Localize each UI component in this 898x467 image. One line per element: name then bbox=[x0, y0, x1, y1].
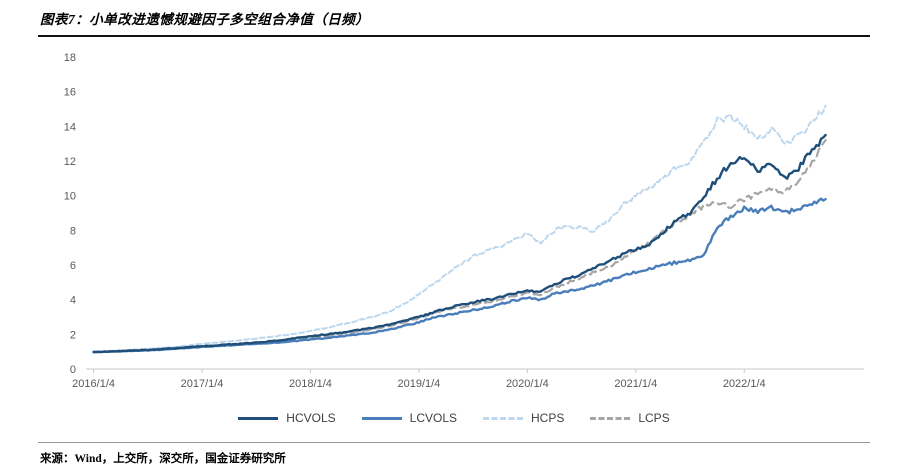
source-text: 来源：Wind，上交所，深交所，国金证券研究所 bbox=[40, 453, 286, 465]
legend-label-lcps: LCPS bbox=[638, 411, 670, 425]
y-tick-label: 8 bbox=[70, 225, 76, 237]
legend-line-sample-lcps bbox=[590, 416, 631, 420]
x-tick-label: 2016/1/4 bbox=[72, 378, 115, 390]
x-tick-label: 2020/1/4 bbox=[506, 378, 549, 390]
legend: HCVOLS LCVOLS HCPS LCPS bbox=[38, 406, 870, 430]
y-tick-label: 10 bbox=[64, 191, 76, 203]
legend-item-lcvols: LCVOLS bbox=[361, 411, 457, 425]
x-tick-label: 2018/1/4 bbox=[289, 378, 332, 390]
legend-label-hcps: HCPS bbox=[531, 411, 565, 425]
legend-line-sample-hcvols bbox=[238, 416, 279, 420]
line-chart: 0 2 4 6 8 10 12 14 16 18 2016/1/4 2017/1/4 2018/1/4 2… bbox=[64, 52, 864, 390]
y-tick-label: 14 bbox=[64, 121, 76, 133]
y-tick-label: 2 bbox=[70, 329, 76, 341]
figure-title-row: 图表7：小单改进遗憾规避因子多空组合净值（日频） bbox=[38, 6, 870, 37]
y-tick-label: 0 bbox=[70, 364, 76, 376]
series-line-lcvols bbox=[92, 197, 827, 354]
source-row: 来源：Wind，上交所，深交所，国金证券研究所 bbox=[38, 442, 870, 467]
y-tick-label: 12 bbox=[64, 156, 76, 168]
legend-line-sample-lcvols bbox=[361, 416, 402, 420]
x-tick-label: 2021/1/4 bbox=[614, 378, 657, 390]
y-tick-label: 4 bbox=[70, 295, 76, 307]
series-line-lcps bbox=[92, 139, 827, 354]
legend-label-hcvols: HCVOLS bbox=[286, 411, 336, 425]
series-line-hcps bbox=[92, 104, 827, 353]
legend-label-lcvols: LCVOLS bbox=[409, 411, 457, 425]
x-tick-label: 2017/1/4 bbox=[181, 378, 224, 390]
y-tick-label: 18 bbox=[64, 52, 76, 64]
legend-item-lcps: LCPS bbox=[590, 411, 670, 425]
y-tick-label: 16 bbox=[64, 87, 76, 99]
y-tick-label: 6 bbox=[70, 260, 76, 272]
chart-area: 0 2 4 6 8 10 12 14 16 18 2016/1/4 2017/1/4 2018/1/4 2… bbox=[38, 47, 870, 404]
legend-item-hcps: HCPS bbox=[483, 411, 564, 425]
series-line-hcvols bbox=[92, 133, 827, 354]
legend-item-hcvols: HCVOLS bbox=[238, 411, 336, 425]
figure-title: 图表7：小单改进遗憾规避因子多空组合净值（日频） bbox=[40, 12, 370, 27]
legend-line-sample-hcps bbox=[483, 416, 523, 420]
x-tick-label: 2022/1/4 bbox=[723, 378, 766, 390]
x-tick-label: 2019/1/4 bbox=[397, 378, 440, 390]
